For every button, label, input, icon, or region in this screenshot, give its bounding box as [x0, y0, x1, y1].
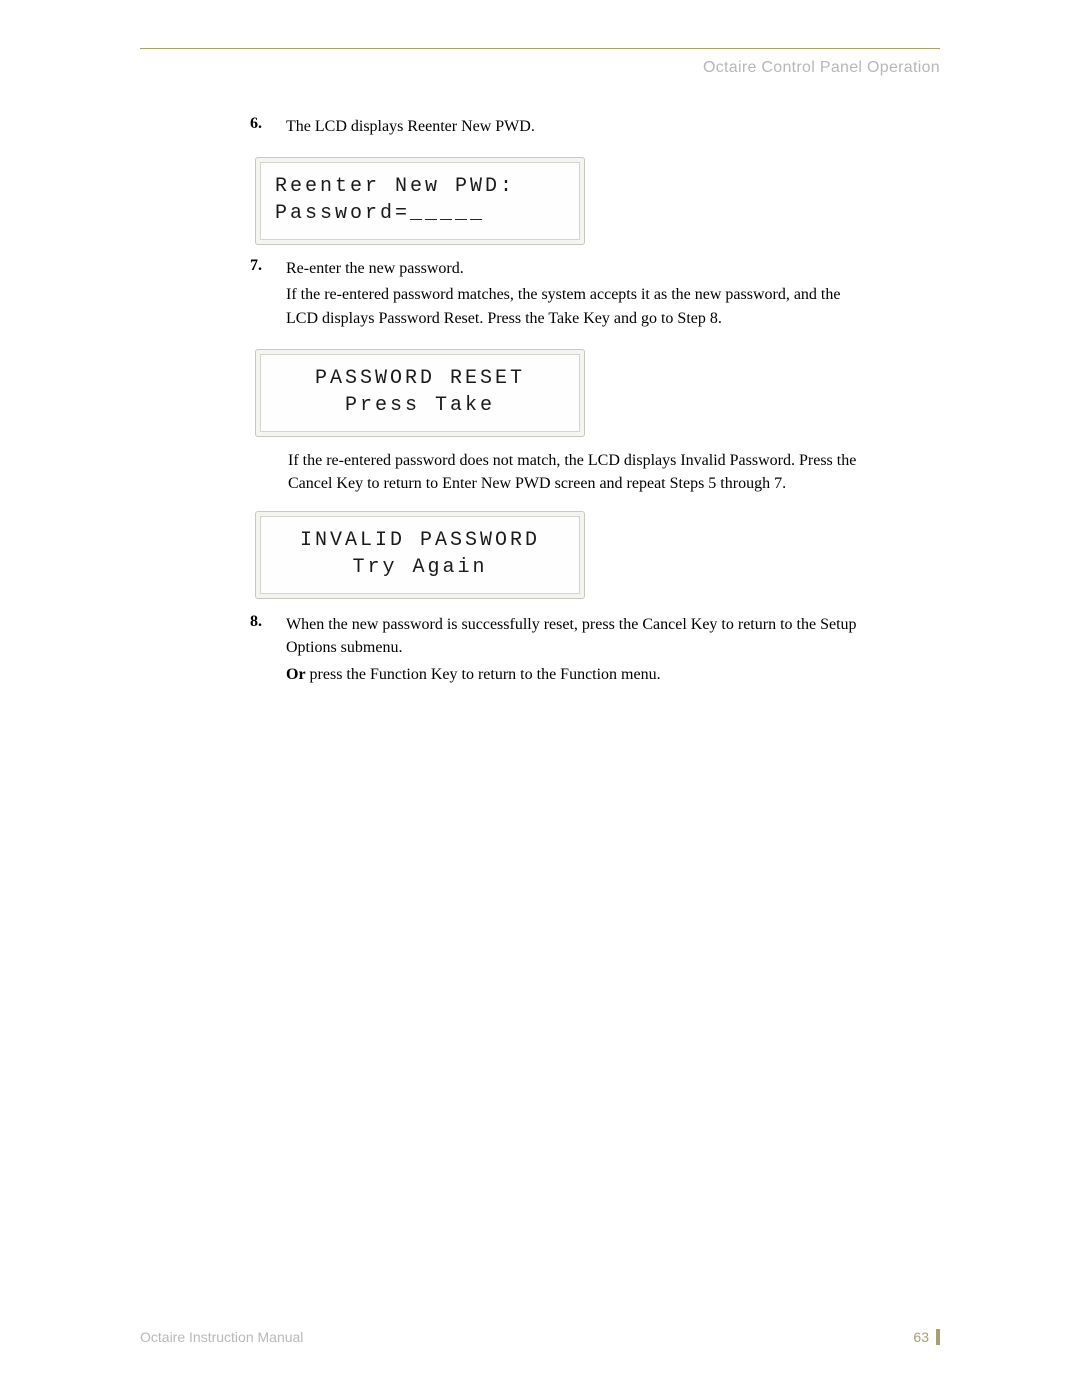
lcd-display: PASSWORD RESET Press Take	[255, 349, 585, 437]
lcd-screen: Reenter New PWD: Password=_____	[260, 162, 580, 240]
step-para: The LCD displays Reenter New PWD.	[286, 115, 535, 138]
page-footer: Octaire Instruction Manual 63	[140, 1329, 940, 1345]
lcd-display: Reenter New PWD: Password=_____	[255, 157, 585, 245]
page-number: 63	[913, 1329, 940, 1345]
or-rest: press the Function Key to return to the …	[306, 666, 661, 683]
section-header: Octaire Control Panel Operation	[140, 59, 940, 77]
lcd-display: INVALID PASSWORD Try Again	[255, 511, 585, 599]
step-item: 7. Re-enter the new password. If the re-…	[250, 257, 940, 333]
lcd-screen: INVALID PASSWORD Try Again	[260, 516, 580, 594]
step-body: Re-enter the new password. If the re-ent…	[286, 257, 866, 333]
lcd-screen: PASSWORD RESET Press Take	[260, 354, 580, 432]
step-body: The LCD displays Reenter New PWD.	[286, 115, 535, 141]
step-para: When the new password is successfully re…	[286, 613, 866, 659]
manual-title: Octaire Instruction Manual	[140, 1329, 303, 1345]
continuation-para: If the re-entered password does not matc…	[288, 449, 868, 495]
bold-or: Or	[286, 666, 306, 683]
document-page: Octaire Control Panel Operation 6. The L…	[0, 0, 1080, 1397]
step-item: 8. When the new password is successfully…	[250, 613, 940, 689]
step-para: If the re-entered password matches, the …	[286, 283, 866, 329]
step-number: 8.	[250, 613, 272, 689]
step-number: 7.	[250, 257, 272, 333]
step-para: Or press the Function Key to return to t…	[286, 663, 866, 686]
top-rule	[140, 48, 940, 49]
step-body: When the new password is successfully re…	[286, 613, 866, 689]
step-number: 6.	[250, 115, 272, 141]
step-para: Re-enter the new password.	[286, 257, 866, 280]
step-item: 6. The LCD displays Reenter New PWD.	[250, 115, 940, 141]
